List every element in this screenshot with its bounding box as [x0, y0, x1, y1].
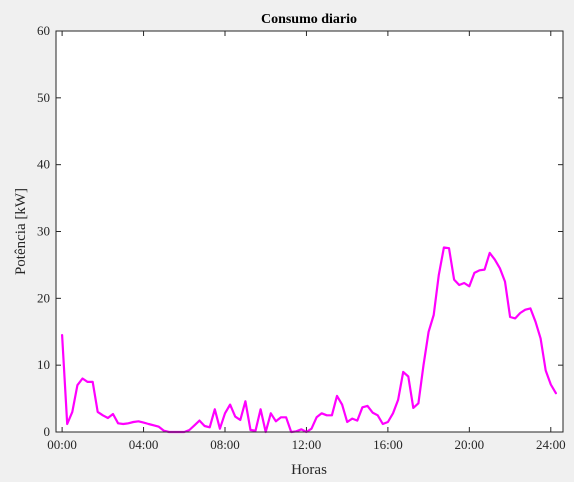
y-tick-label: 30 — [37, 224, 50, 239]
y-tick-label: 60 — [37, 23, 50, 38]
series-layer — [60, 246, 558, 434]
x-tick-label: 04:00 — [129, 437, 159, 452]
x-tick-label: 20:00 — [455, 437, 485, 452]
x-tick-label: 16:00 — [373, 437, 403, 452]
series-line — [60, 246, 558, 434]
y-axis-label: Potência [kW] — [13, 188, 29, 275]
y-tick-label: 0 — [44, 424, 51, 439]
y-tick-label: 10 — [37, 357, 50, 372]
x-tick-label: 08:00 — [210, 437, 240, 452]
x-axis-label: Horas — [291, 462, 327, 478]
chart-title: Consumo diario — [261, 12, 357, 27]
y-tick-label: 50 — [37, 90, 50, 105]
x-tick-label: 12:00 — [292, 437, 322, 452]
x-tick-label: 24:00 — [536, 437, 566, 452]
plot-area — [56, 31, 563, 432]
ticks-layer: 00:00 04:00 08:00 12:00 16:00 20:00 24:00 0 10 20… — [37, 23, 566, 452]
x-tick-label: 00:00 — [47, 437, 77, 452]
y-tick-label: 40 — [37, 157, 50, 172]
plot-frame — [55, 30, 564, 433]
y-tick-label: 20 — [37, 290, 50, 305]
